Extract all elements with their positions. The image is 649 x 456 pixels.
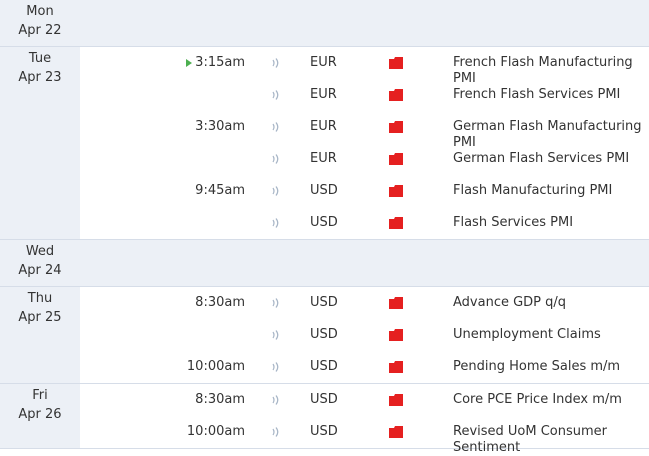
- event-title[interactable]: Revised UoM Consumer Sentiment: [453, 424, 608, 455]
- event-currency: USD: [310, 215, 338, 230]
- day-label: Wed Apr 24: [0, 240, 80, 280]
- weekday: Tue: [28, 51, 52, 66]
- folder-impact-icon[interactable]: [389, 361, 403, 373]
- event-currency: USD: [310, 424, 338, 439]
- event-row[interactable]: 3:30am EUR German Flash Manufacturing PMI: [160, 111, 649, 150]
- event-currency: EUR: [310, 151, 337, 166]
- event-row[interactable]: 8:30am USD Core PCE Price Index m/m: [160, 384, 649, 416]
- sound-icon[interactable]: [272, 218, 280, 228]
- events-area: 8:30am USD Advance GDP q/q USD Unemployment …: [80, 287, 649, 383]
- event-time: 9:45am: [195, 183, 245, 198]
- events-area: 3:15am EUR French Flash Manufacturing PMI E…: [80, 47, 649, 239]
- sound-icon[interactable]: [272, 122, 280, 132]
- event-title[interactable]: French Flash Services PMI: [453, 87, 621, 102]
- event-row[interactable]: 3:15am EUR French Flash Manufacturing PMI: [160, 47, 649, 86]
- event-title[interactable]: German Flash Services PMI: [453, 151, 630, 166]
- day-group-fri: Fri Apr 26 8:30am USD Core PCE Price Index m…: [0, 384, 649, 455]
- day-label: Fri Apr 26: [0, 384, 80, 424]
- folder-impact-icon[interactable]: [389, 394, 403, 406]
- date: Apr 24: [18, 263, 62, 278]
- sound-icon[interactable]: [272, 58, 280, 68]
- folder-impact-icon[interactable]: [389, 89, 403, 101]
- event-title[interactable]: Flash Services PMI: [453, 215, 574, 230]
- day-label: Tue Apr 23: [0, 47, 80, 87]
- sound-icon[interactable]: [272, 427, 280, 437]
- date: Apr 22: [18, 23, 62, 38]
- day-group-wed: Wed Apr 24: [0, 240, 649, 287]
- event-title[interactable]: Unemployment Claims: [453, 327, 601, 342]
- sound-icon[interactable]: [272, 186, 280, 196]
- event-title[interactable]: Flash Manufacturing PMI: [453, 183, 613, 198]
- event-time: 8:30am: [195, 392, 245, 407]
- event-row[interactable]: 9:45am USD Flash Manufacturing PMI: [160, 175, 649, 207]
- sound-icon[interactable]: [272, 362, 280, 372]
- event-currency: USD: [310, 183, 338, 198]
- day-group-tue: Tue Apr 23 3:15am EUR French Flash Manufactu…: [0, 47, 649, 240]
- event-row[interactable]: USD Unemployment Claims: [160, 319, 649, 351]
- event-title[interactable]: Advance GDP q/q: [453, 295, 567, 310]
- folder-impact-icon[interactable]: [389, 121, 403, 133]
- play-marker-icon: [186, 59, 192, 67]
- event-row[interactable]: 10:00am USD Revised UoM Consumer Sentiment: [160, 416, 649, 455]
- folder-impact-icon[interactable]: [389, 297, 403, 309]
- event-row[interactable]: 10:00am USD Pending Home Sales m/m: [160, 351, 649, 383]
- folder-impact-icon[interactable]: [389, 426, 403, 438]
- date: Apr 25: [18, 310, 62, 325]
- sound-icon[interactable]: [272, 298, 280, 308]
- day-label: Thu Apr 25: [0, 287, 80, 327]
- event-currency: USD: [310, 392, 338, 407]
- event-row[interactable]: EUR French Flash Services PMI: [160, 79, 649, 111]
- day-label: Mon Apr 22: [0, 0, 80, 40]
- date: Apr 23: [18, 70, 62, 85]
- folder-impact-icon[interactable]: [389, 329, 403, 341]
- day-group-thu: Thu Apr 25 8:30am USD Advance GDP q/q USD Unem…: [0, 287, 649, 384]
- event-currency: USD: [310, 327, 338, 342]
- events-area: 8:30am USD Core PCE Price Index m/m 10:00am…: [80, 384, 649, 455]
- sound-icon[interactable]: [272, 330, 280, 340]
- event-time: 3:15am: [195, 55, 245, 70]
- folder-impact-icon[interactable]: [389, 185, 403, 197]
- date: Apr 26: [18, 407, 62, 422]
- sound-icon[interactable]: [272, 154, 280, 164]
- event-currency: USD: [310, 295, 338, 310]
- event-currency: USD: [310, 359, 338, 374]
- event-title[interactable]: Pending Home Sales m/m: [453, 359, 621, 374]
- sound-icon[interactable]: [272, 395, 280, 405]
- weekday: Wed: [25, 244, 55, 259]
- weekday: Thu: [27, 291, 53, 306]
- event-currency: EUR: [310, 87, 337, 102]
- event-title[interactable]: German Flash Manufacturing PMI: [453, 119, 642, 150]
- event-row[interactable]: EUR German Flash Services PMI: [160, 143, 649, 175]
- folder-impact-icon[interactable]: [389, 217, 403, 229]
- event-row[interactable]: 8:30am USD Advance GDP q/q: [160, 287, 649, 319]
- folder-impact-icon[interactable]: [389, 153, 403, 165]
- event-time: 10:00am: [186, 359, 245, 374]
- event-row[interactable]: USD Flash Services PMI: [160, 207, 649, 239]
- event-time: 8:30am: [195, 295, 245, 310]
- event-title[interactable]: French Flash Manufacturing PMI: [453, 55, 633, 86]
- weekday: Mon: [26, 4, 54, 19]
- event-time: 10:00am: [186, 424, 245, 439]
- event-time: 3:30am: [195, 119, 245, 134]
- day-group-mon: Mon Apr 22: [0, 0, 649, 47]
- weekday: Fri: [32, 388, 48, 403]
- event-title[interactable]: Core PCE Price Index m/m: [453, 392, 622, 407]
- folder-impact-icon[interactable]: [389, 57, 403, 69]
- event-currency: EUR: [310, 119, 337, 134]
- event-currency: EUR: [310, 55, 337, 70]
- sound-icon[interactable]: [272, 90, 280, 100]
